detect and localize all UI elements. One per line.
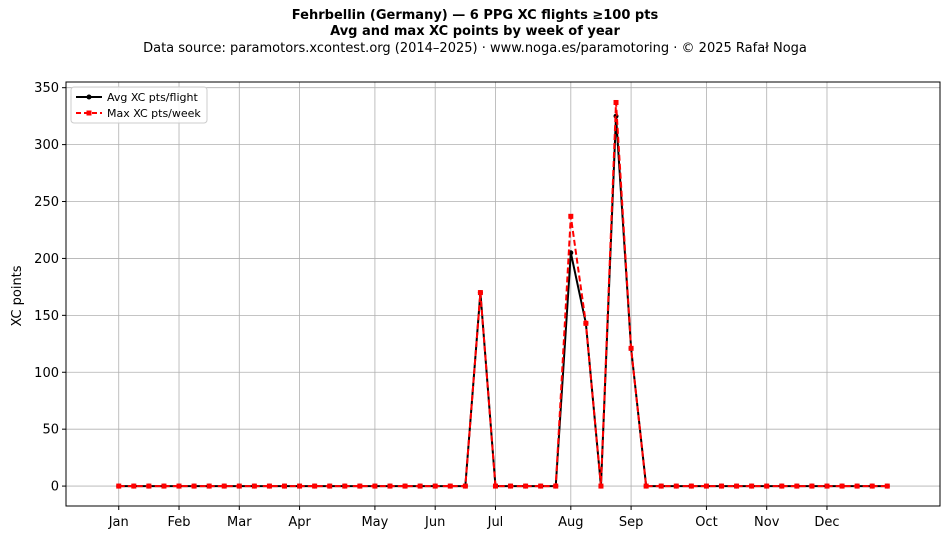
data-point <box>869 483 875 489</box>
x-tick-label-jul: Jul <box>487 515 504 530</box>
data-point <box>297 483 303 489</box>
y-axis-label: XC points <box>10 265 25 326</box>
data-point <box>116 483 122 489</box>
y-tick-label: 100 <box>34 366 59 381</box>
data-point <box>673 483 679 489</box>
data-point <box>176 483 182 489</box>
data-point <box>643 483 649 489</box>
series-line <box>118 115 888 488</box>
series-avg <box>116 113 890 489</box>
data-point <box>508 483 514 489</box>
y-tick-label: 0 <box>51 480 59 495</box>
data-point <box>146 483 152 489</box>
data-point <box>492 483 498 489</box>
data-point <box>432 483 438 489</box>
chart-titles: Fehrbellin (Germany) — 6 PPG XC flights … <box>0 8 950 58</box>
data-point <box>764 483 770 489</box>
data-point <box>854 483 860 489</box>
grid <box>66 82 940 506</box>
data-point <box>719 483 724 489</box>
x-tick-label-oct: Oct <box>695 515 717 530</box>
x-tick-label-may: May <box>361 515 388 530</box>
data-point <box>824 483 830 489</box>
legend-label: Avg XC pts/flight <box>107 91 198 104</box>
data-point <box>161 483 167 489</box>
data-point <box>809 483 815 489</box>
data-point <box>282 483 287 489</box>
data-point <box>477 290 483 296</box>
data-point <box>191 483 197 489</box>
data-point <box>402 483 408 489</box>
data-point <box>357 483 363 489</box>
x-tick-label-mar: Mar <box>227 515 252 530</box>
legend-label: Max XC pts/week <box>107 107 201 120</box>
x-tick-label-jun: Jun <box>424 515 445 530</box>
chart-title: Fehrbellin (Germany) — 6 PPG XC flights … <box>291 8 659 23</box>
legend-swatch-marker <box>86 94 92 100</box>
data-point <box>598 483 604 489</box>
data-point <box>447 483 453 489</box>
x-tick-label-jan: Jan <box>108 515 129 530</box>
legend-swatch-marker <box>86 110 92 116</box>
axis-ticks: 0 50 100 150 200 250 300 350 Jan Feb Mar Apr May Jun J… <box>34 81 839 530</box>
y-tick-label: 300 <box>34 138 59 153</box>
x-tick-label-apr: Apr <box>288 515 311 530</box>
data-point <box>839 483 845 489</box>
data-point <box>658 483 664 489</box>
data-point <box>538 483 544 489</box>
series-max <box>116 99 890 489</box>
data-point <box>372 483 378 489</box>
data-point <box>236 483 242 489</box>
data-point <box>462 483 468 489</box>
y-tick-label: 350 <box>34 81 59 96</box>
y-tick-label: 150 <box>34 309 59 324</box>
data-point <box>703 483 709 489</box>
data-point <box>884 483 890 489</box>
x-tick-label-nov: Nov <box>754 515 780 530</box>
data-point <box>568 213 574 219</box>
data-point <box>312 483 318 489</box>
data-point <box>749 483 755 489</box>
data-point <box>628 345 634 351</box>
x-tick-label-dec: Dec <box>814 515 839 530</box>
data-point <box>688 483 694 489</box>
y-tick-label: 250 <box>34 195 59 210</box>
series-line <box>118 101 888 488</box>
data-point <box>266 483 272 489</box>
data-point <box>342 483 348 489</box>
data-point <box>794 483 800 489</box>
data-point <box>131 483 137 489</box>
plot-frame <box>65 81 941 507</box>
data-point <box>779 483 785 489</box>
data-point <box>553 483 559 489</box>
x-tick-label-sep: Sep <box>619 515 644 530</box>
x-tick-label-aug: Aug <box>558 515 583 530</box>
data-point <box>417 483 423 489</box>
data-source-note: Data source: paramotors.xcontest.org (20… <box>143 41 807 56</box>
data-point <box>206 483 212 489</box>
data-point <box>327 483 333 489</box>
legend-box <box>70 86 208 124</box>
y-tick-label: 200 <box>34 252 59 267</box>
data-point <box>613 99 619 105</box>
x-tick-label-feb: Feb <box>168 515 191 530</box>
data-point <box>523 483 529 489</box>
data-point <box>734 483 740 489</box>
data-point <box>221 483 227 489</box>
data-point <box>251 483 257 489</box>
data-point <box>387 483 393 489</box>
y-tick-label: 50 <box>42 423 59 438</box>
legend: Avg XC pts/flight Max XC pts/week <box>70 86 208 124</box>
data-point <box>583 320 589 326</box>
series-layer <box>116 99 890 489</box>
chart-subtitle: Avg and max XC points by week of year <box>330 24 620 39</box>
